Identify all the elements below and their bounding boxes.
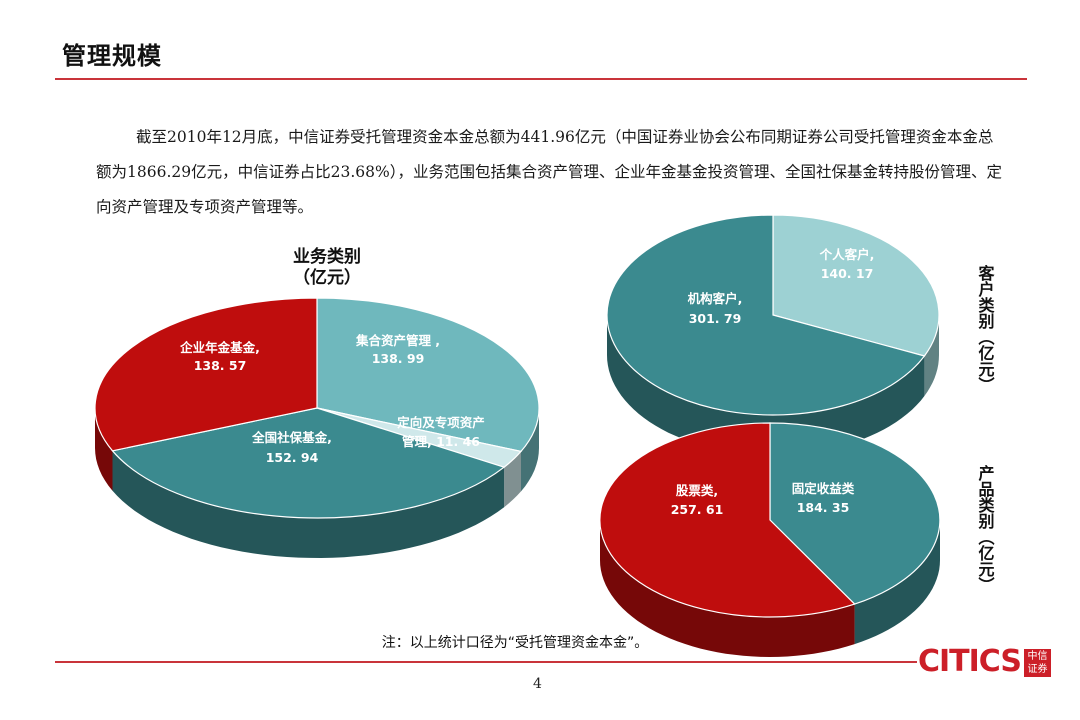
label-geren-value: 140. 17 <box>821 266 874 281</box>
business-slice-3 <box>94 297 318 452</box>
business-side-1-0 <box>504 451 521 508</box>
logo-badge-line1: 中信 <box>1027 651 1048 662</box>
label-geren-name: 个人客户, <box>819 247 875 262</box>
client-category-pie: 个人客户, 140. 17 机构客户, 301. 79 <box>606 214 940 455</box>
label-gupiao-name: 股票类, <box>676 483 718 498</box>
label-jigou-value: 301. 79 <box>689 311 742 326</box>
label-dingxiang-name: 定向及专项资产 <box>396 415 485 430</box>
label-guding-value: 184. 35 <box>797 500 850 515</box>
client-slice-0 <box>772 214 940 357</box>
logo-badge-line2: 证券 <box>1027 664 1048 675</box>
product-side-1-0 <box>600 520 855 657</box>
title-divider <box>55 78 1027 80</box>
product-category-pie: 固定收益类 184. 35 股票类, 257. 61 <box>599 422 941 657</box>
label-dingxiang-value: 管理, 11. 46 <box>402 434 480 449</box>
logo-badge: 中信 证券 <box>1024 649 1051 677</box>
label-jihe-name: 集合资产管理 , <box>355 333 440 348</box>
product-chart-title: 产品类别（亿元） <box>976 464 996 593</box>
logo-wordmark: CITICS <box>918 644 1022 679</box>
client-side-0-0 <box>924 315 939 396</box>
product-slice-1 <box>599 422 856 618</box>
client-slice-1 <box>606 214 926 416</box>
client-side-1-0 <box>607 315 925 455</box>
label-nianjin-name: 企业年金基金, <box>179 340 260 355</box>
business-side-0-0 <box>521 408 539 492</box>
business-chart-title-line2: （亿元） <box>293 267 361 288</box>
label-jigou-name: 机构客户, <box>688 291 743 306</box>
label-nianjin-value: 138. 57 <box>194 358 247 373</box>
business-slice-2 <box>111 407 506 519</box>
business-chart-title-line1: 业务类别 <box>293 246 361 267</box>
business-side-2-0 <box>112 450 505 558</box>
label-shebao-name: 全国社保基金, <box>251 430 332 445</box>
footer-divider <box>55 661 917 663</box>
label-jihe-value: 138. 99 <box>372 351 425 366</box>
label-shebao-value: 152. 94 <box>266 450 319 465</box>
label-guding-name: 固定收益类 <box>792 481 855 496</box>
product-slice-0 <box>769 422 941 605</box>
intro-paragraph: 截至2010年12月底，中信证券受托管理资金本金总额为441.96亿元（中国证券… <box>96 128 1002 216</box>
client-chart-title: 客户类别（亿元） <box>976 264 996 393</box>
page-title: 管理规模 <box>62 42 162 70</box>
page-number: 4 <box>533 676 542 692</box>
citics-logo: CITICS 中信 证券 <box>918 644 1058 684</box>
label-gupiao-value: 257. 61 <box>671 502 724 517</box>
footnote: 注：以上统计口径为“受托管理资金本金”。 <box>381 635 649 651</box>
product-side-0-0 <box>854 520 940 645</box>
business-slice-0 <box>316 297 540 453</box>
business-side-3-0 <box>95 408 113 491</box>
